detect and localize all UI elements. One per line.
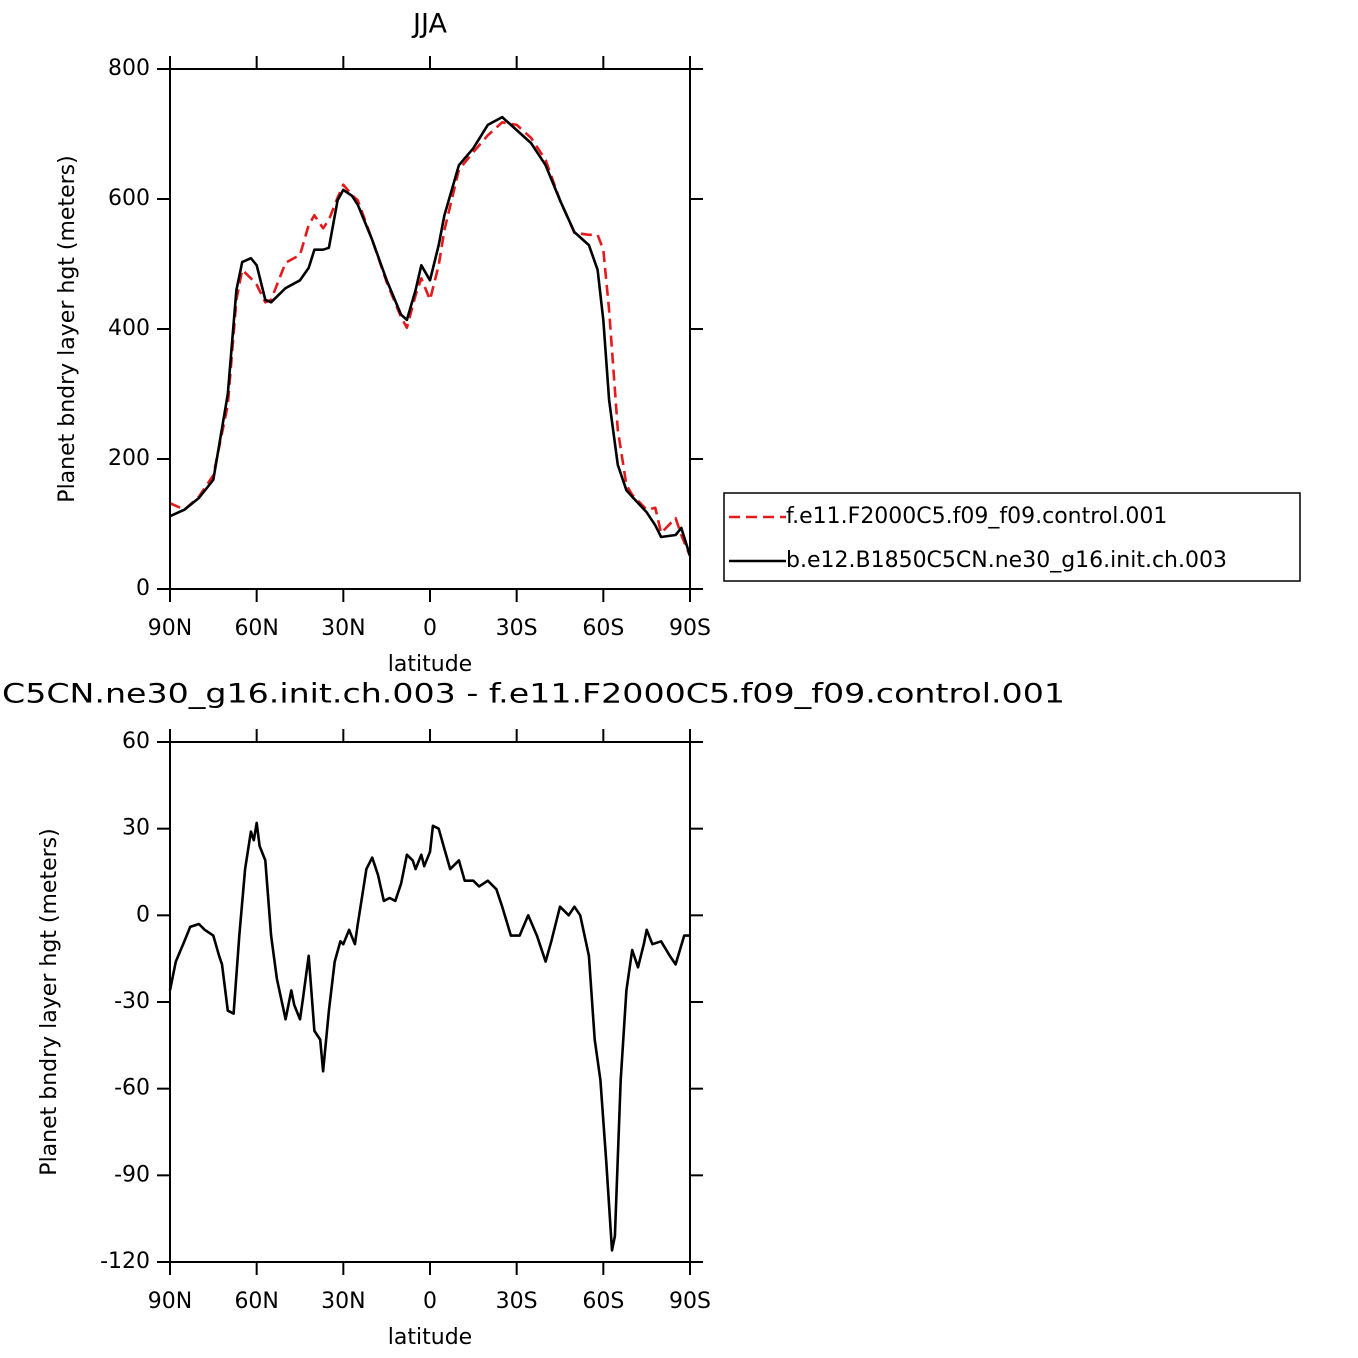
y-tick-label: -120 (100, 1249, 150, 1274)
x-axis-label: latitude (388, 652, 472, 677)
data-line (168, 821, 690, 1252)
y-axis-label: Planet bndry layer hgt (meters) (55, 155, 80, 502)
plot-frame (169, 741, 691, 1263)
x-tick-label: 60S (582, 616, 624, 641)
legend-label: f.e11.F2000C5.f09_f09.control.001 (786, 504, 1167, 529)
x-tick-label: 30N (321, 616, 365, 641)
chart-title: C5CN.ne30_g16.init.ch.003 - f.e11.F2000C… (2, 679, 1065, 710)
plot-frame (169, 68, 691, 590)
y-tick-label: 30 (122, 816, 150, 841)
y-tick-label: 400 (108, 316, 150, 341)
x-tick-label: 90S (669, 1289, 711, 1314)
x-axis-label: latitude (388, 1325, 472, 1350)
y-tick-label: 600 (108, 186, 150, 211)
y-tick-label: 800 (108, 56, 150, 81)
data-line (169, 121, 692, 557)
y-tick-label: 0 (136, 576, 150, 601)
x-tick-label: 30N (321, 1289, 365, 1314)
legend-label: b.e12.B1850C5CN.ne30_g16.init.ch.003 (786, 548, 1227, 573)
y-tick-label: -30 (114, 989, 150, 1014)
x-tick-label: 60S (582, 1289, 624, 1314)
x-tick-label: 90N (148, 1289, 192, 1314)
y-axis-label: Planet bndry layer hgt (meters) (37, 828, 62, 1175)
x-tick-label: 60N (234, 616, 278, 641)
x-tick-label: 90N (148, 616, 192, 641)
chart-title: JJA (411, 9, 447, 40)
x-tick-label: 60N (234, 1289, 278, 1314)
y-tick-label: -90 (114, 1162, 150, 1187)
x-tick-label: 30S (496, 1289, 538, 1314)
x-tick-label: 0 (423, 616, 437, 641)
y-tick-label: 0 (136, 902, 150, 927)
y-tick-label: 60 (122, 729, 150, 754)
x-tick-label: 90S (669, 616, 711, 641)
y-tick-label: -60 (114, 1076, 150, 1101)
data-line (169, 115, 692, 557)
x-tick-label: 30S (496, 616, 538, 641)
x-tick-label: 0 (423, 1289, 437, 1314)
legend-box (723, 492, 1301, 582)
y-tick-label: 200 (108, 446, 150, 471)
